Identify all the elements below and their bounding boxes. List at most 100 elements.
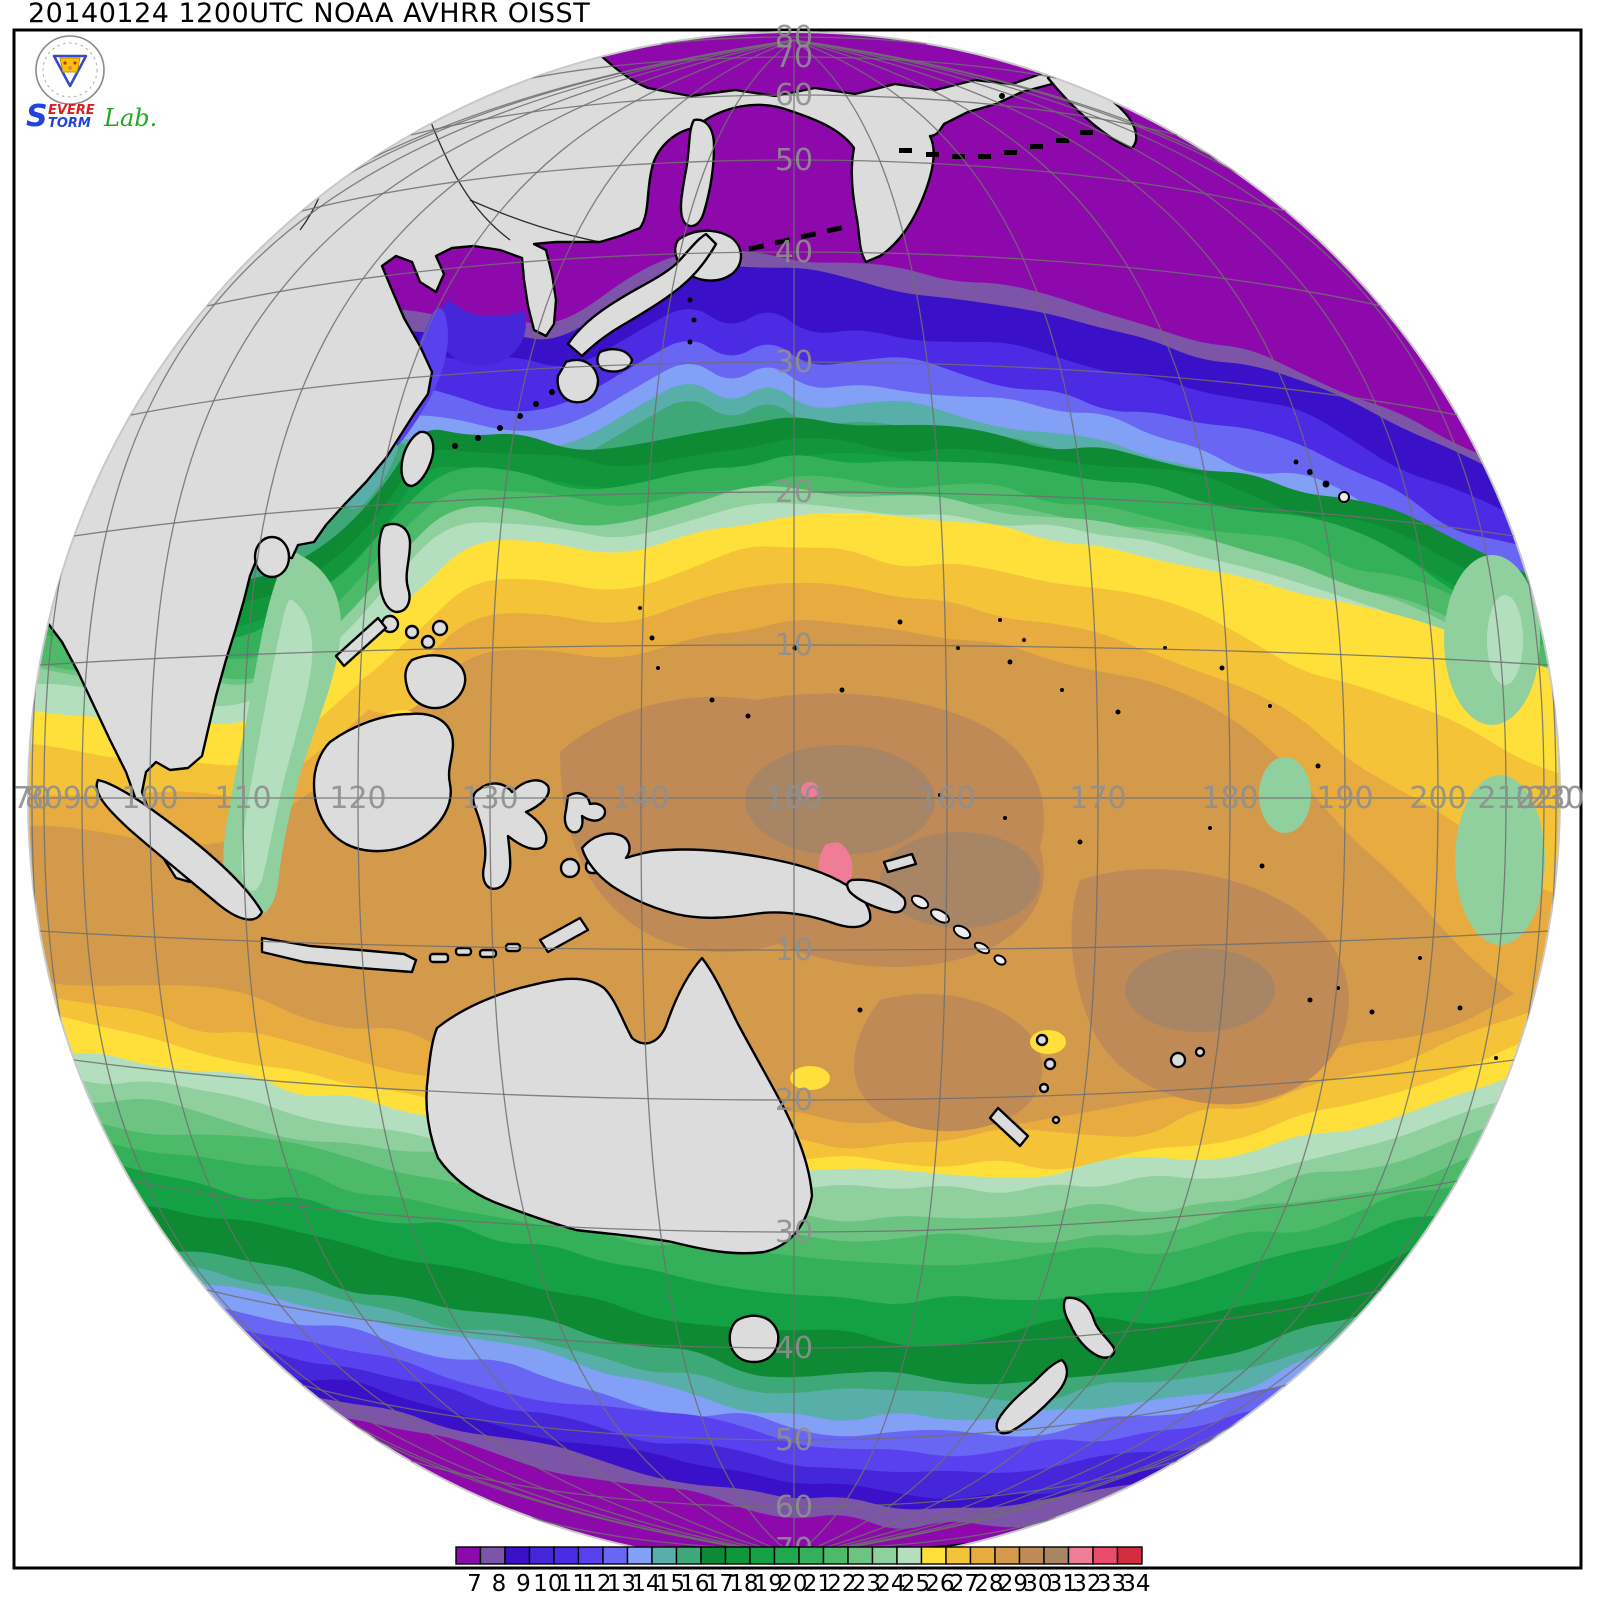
colorbar-label-26: 26 [925, 1571, 954, 1597]
landmass-new-caledonia [988, 1106, 1030, 1148]
colorbar-label-28: 28 [974, 1571, 1003, 1597]
lon-label-120: 120 [329, 781, 386, 816]
lon-label-140: 140 [612, 781, 669, 816]
lat-label-5: 30 [775, 345, 813, 380]
colorbar-cell-20 [773, 1546, 800, 1565]
landmass-visayas-1 [404, 624, 420, 640]
colorbar-label-10: 10 [533, 1571, 562, 1597]
logo-word-torm: TORM [48, 116, 91, 131]
landmass-sumatra [95, 778, 264, 921]
logo-dot-left-icon [63, 61, 67, 65]
colorbar-label-9: 9 [516, 1571, 531, 1597]
colorbar-cell-22 [822, 1546, 849, 1565]
meridian-100e [149, 39, 795, 1557]
lat-label-7: 10 [775, 628, 813, 663]
lon-label-110: 110 [214, 781, 271, 816]
colorbar-label-7: 7 [467, 1571, 482, 1597]
lon-label-230: 230 [1527, 781, 1584, 816]
pocket-yellow-3 [790, 1066, 830, 1090]
meridian-110e [242, 39, 795, 1557]
vanuatu-fiji-islands [1035, 1033, 1206, 1125]
landmass-sakhalin [679, 118, 716, 228]
colorbar-label-24: 24 [876, 1571, 905, 1597]
colorbar-label-33: 33 [1097, 1571, 1126, 1597]
meridian-120e [357, 39, 795, 1557]
landmass-hainan [253, 535, 291, 579]
colorbar-label-32: 32 [1072, 1571, 1101, 1597]
lon-label-80: 80 [25, 781, 63, 816]
lon-label-210: 210 [1477, 781, 1534, 816]
landmass-sulawesi [472, 779, 550, 890]
east-cool-patch-3 [1259, 757, 1311, 833]
colorbar-label-22: 22 [827, 1571, 856, 1597]
severe-storm-lab-logo: S EVERE TORM Lab. [26, 35, 157, 134]
east-cool-patch-2 [1455, 775, 1545, 945]
colorbar-cell-18 [724, 1546, 751, 1565]
colorbar-label-15: 15 [656, 1571, 685, 1597]
lon-label-90: 90 [63, 781, 101, 816]
colorbar-cell-32 [1067, 1546, 1094, 1565]
logo-letter-s: S [26, 99, 48, 134]
parallel-0 [660, 36, 928, 45]
hawaii-islands [1293, 459, 1350, 503]
kuril-islands [748, 225, 843, 252]
colorbar-label-25: 25 [901, 1571, 930, 1597]
meridian-210e [793, 39, 1507, 1557]
colorbar-label-17: 17 [705, 1571, 734, 1597]
colorbar-label-8: 8 [492, 1571, 507, 1597]
colorbar-cell-28 [969, 1546, 996, 1565]
solomon-islands [910, 894, 1007, 966]
colorbar-label-29: 29 [999, 1571, 1028, 1597]
landmass-new-britain [846, 878, 907, 914]
landmass-new-ireland [882, 852, 918, 874]
lon-label-180: 180 [1201, 781, 1258, 816]
meridian-170e [793, 39, 1099, 1557]
colorbar-cell-34 [1116, 1546, 1143, 1565]
landmass-visayas-2 [420, 634, 436, 650]
ryukyu-islands [452, 389, 555, 449]
colorbar-cell-24 [871, 1546, 898, 1565]
lat-label-8: 0 [784, 781, 803, 816]
lat-label-12: 40 [775, 1331, 813, 1366]
colorbar-label-14: 14 [631, 1571, 660, 1597]
landmass-australia [425, 956, 814, 1255]
colorbar-label-11: 11 [558, 1571, 587, 1597]
colorbar-label-23: 23 [852, 1571, 881, 1597]
colorbar-label-34: 34 [1121, 1571, 1150, 1597]
colorbar-label-18: 18 [729, 1571, 758, 1597]
warm-core-1 [745, 745, 935, 855]
colorbar-cell-17 [700, 1546, 727, 1565]
colorbar-cell-23 [847, 1546, 874, 1565]
colorbar-cell-11 [553, 1546, 580, 1565]
landmass-tasmania [728, 1314, 780, 1364]
lat-label-1: 70 [775, 40, 813, 75]
meridian-160e [793, 39, 948, 1557]
lat-label-3: 50 [775, 143, 813, 178]
lon-label-190: 190 [1316, 781, 1373, 816]
colorbar-cell-14 [626, 1546, 653, 1565]
yellow-sea-blue [438, 300, 526, 366]
colorbar-label-20: 20 [778, 1571, 807, 1597]
amur-river [469, 199, 601, 243]
landmass-luzon [377, 522, 412, 614]
colorbar-cell-12 [577, 1546, 604, 1565]
logo-dot-center-icon [68, 66, 72, 70]
colorbar-label-16: 16 [680, 1571, 709, 1597]
meridian-180e [793, 39, 1231, 1557]
lat-label-14: 60 [775, 1490, 813, 1525]
colorbar-cell-29 [994, 1546, 1021, 1565]
east-cool-patch-core [1487, 595, 1523, 685]
colorbar-cell-27 [945, 1546, 972, 1565]
warm-core-3 [1125, 948, 1275, 1032]
logo-triangle-icon [52, 54, 88, 88]
colorbar-cell-7 [455, 1546, 482, 1565]
colorbar-cell-10 [528, 1546, 555, 1565]
colorbar-label-21: 21 [803, 1571, 832, 1597]
colorbar-label-12: 12 [582, 1571, 611, 1597]
colorbar-cell-16 [675, 1546, 702, 1565]
lon-label-100: 100 [121, 781, 178, 816]
lat-label-11: 30 [775, 1215, 813, 1250]
landmass-honshu [566, 232, 718, 358]
pocket-yellow-2 [1030, 1030, 1066, 1054]
